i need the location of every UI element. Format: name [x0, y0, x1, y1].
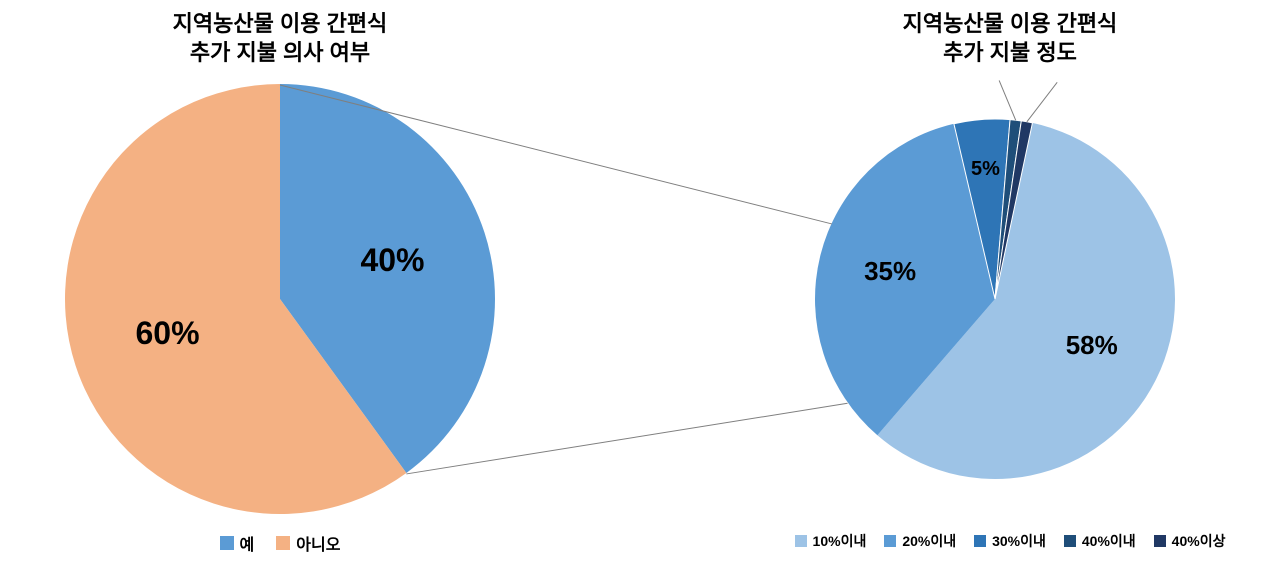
left-slice-label-1: 60% [136, 315, 200, 351]
left-chart-title: 지역농산물 이용 간편식 추가 지불 의사 여부 [40, 10, 520, 67]
legend-swatch [795, 535, 807, 547]
right-slice-label-1: 35% [864, 256, 916, 286]
legend-swatch [276, 536, 290, 550]
right-legend-item-3: 40%이내 [1064, 531, 1136, 551]
legend-swatch [1154, 535, 1166, 547]
right-slice-label-4: 1% [1043, 79, 1072, 83]
right-slice-label-3: 1% [985, 79, 1014, 81]
right-chart-block: 지역농산물 이용 간편식 추가 지불 정도 58% 35% 5% 1% 1% 10%이내… [770, 10, 1250, 551]
left-legend-item-1: 아니오 [276, 531, 340, 555]
legend-label: 아니오 [296, 531, 340, 555]
left-chart-block: 지역농산물 이용 간편식 추가 지불 의사 여부 40% 60% 예 아니오 [40, 10, 520, 555]
legend-label: 30%이내 [992, 531, 1046, 551]
legend-swatch [974, 535, 986, 547]
legend-swatch [1064, 535, 1076, 547]
right-chart-title: 지역농산물 이용 간편식 추가 지불 정도 [770, 10, 1250, 67]
legend-label: 40%이상 [1172, 531, 1226, 551]
left-pie: 40% 60% [40, 79, 520, 519]
right-leader-3 [999, 81, 1016, 121]
right-legend-item-2: 30%이내 [974, 531, 1046, 551]
left-legend-item-0: 예 [220, 531, 255, 555]
right-pie: 58% 35% 5% 1% 1% [770, 79, 1250, 519]
right-legend: 10%이내 20%이내 30%이내 40%이내 40%이상 [770, 531, 1250, 551]
left-legend: 예 아니오 [40, 531, 520, 555]
legend-swatch [884, 535, 896, 547]
legend-label: 20%이내 [902, 531, 956, 551]
right-legend-item-4: 40%이상 [1154, 531, 1226, 551]
right-slice-label-0: 58% [1066, 330, 1118, 360]
charts-container: 지역농산물 이용 간편식 추가 지불 의사 여부 40% 60% 예 아니오 지역농… [0, 0, 1286, 581]
left-slice-label-0: 40% [360, 242, 424, 278]
legend-swatch [220, 536, 234, 550]
right-slice-label-2: 5% [971, 158, 1000, 180]
right-leader-4 [1027, 83, 1057, 123]
right-legend-item-0: 10%이내 [795, 531, 867, 551]
right-legend-item-1: 20%이내 [884, 531, 956, 551]
legend-label: 예 [240, 531, 255, 555]
legend-label: 40%이내 [1082, 531, 1136, 551]
legend-label: 10%이내 [813, 531, 867, 551]
